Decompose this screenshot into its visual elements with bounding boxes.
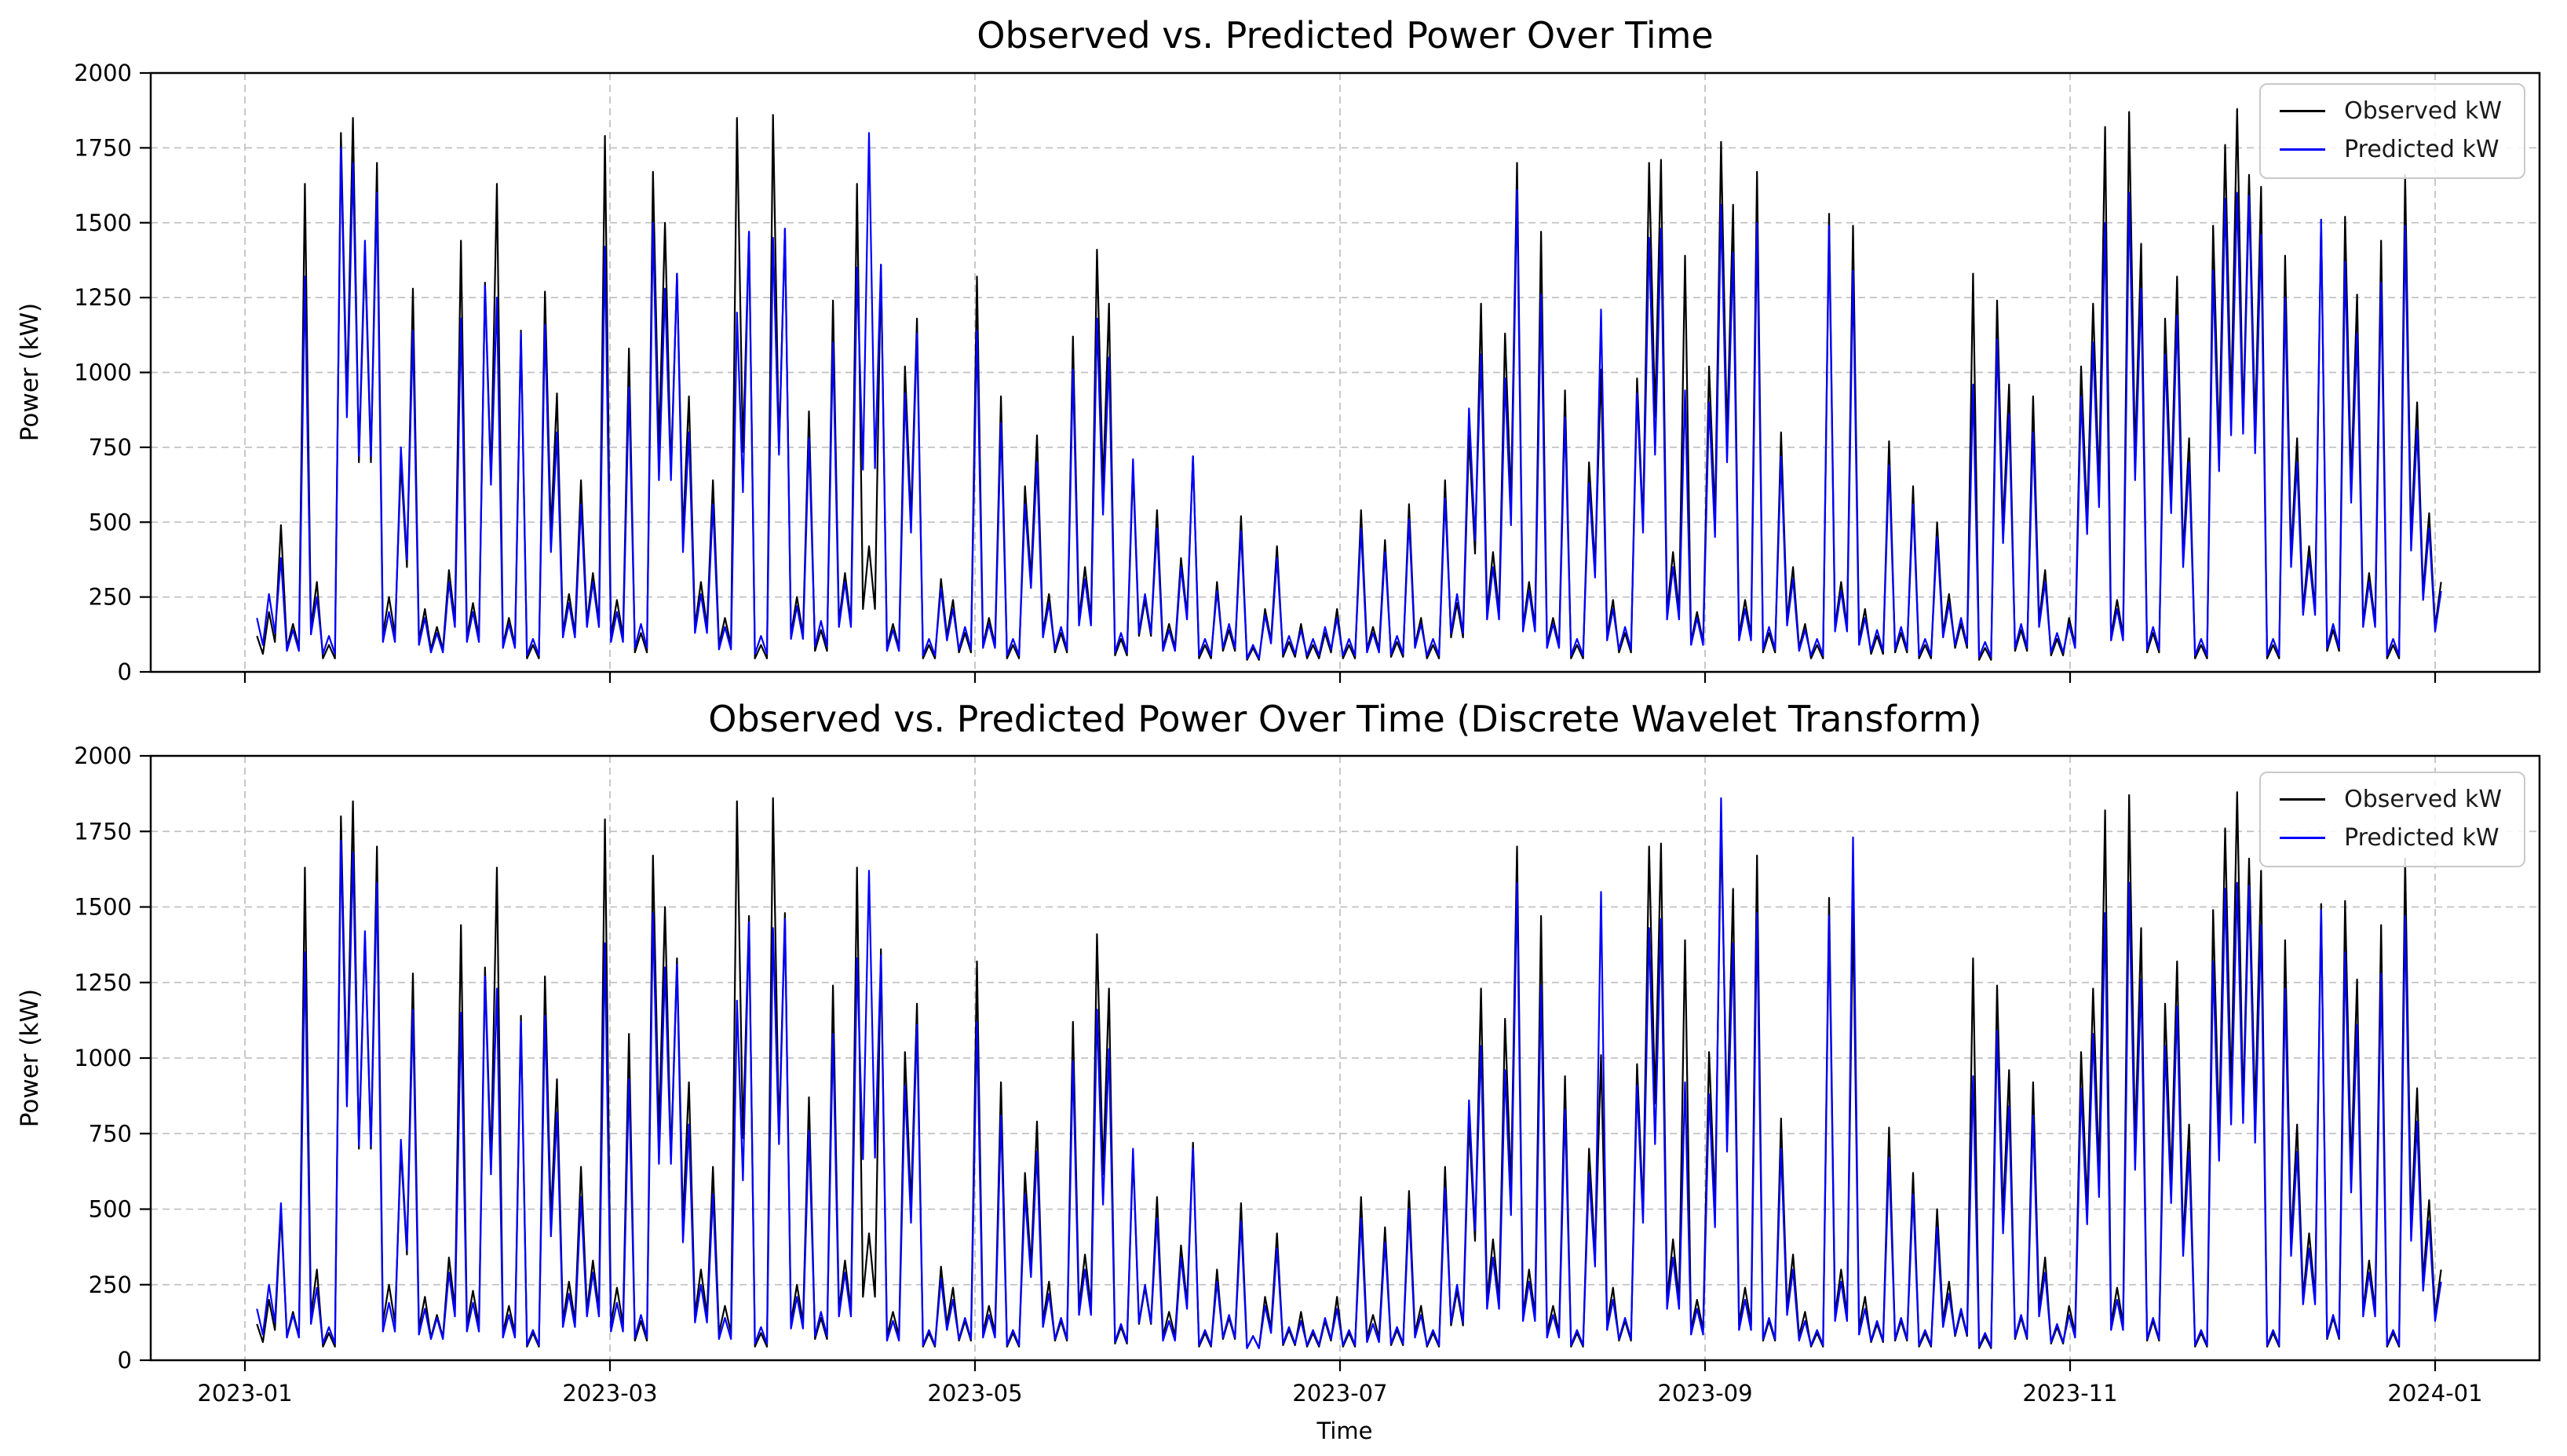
x-tick-label: 2023-05 [927, 1380, 1022, 1407]
predicted-line-swatch [2280, 837, 2326, 839]
legend-label-observed: Observed kW [2344, 786, 2502, 813]
y-tick-label: 500 [89, 509, 132, 535]
predicted-line-swatch [2280, 148, 2326, 151]
y-tick-label: 1000 [74, 1045, 132, 1071]
y-tick-label: 2000 [74, 743, 132, 769]
y-tick-label: 500 [89, 1196, 132, 1223]
y-tick-label: 1000 [74, 359, 132, 386]
x-tick-label: 2023-01 [197, 1380, 292, 1407]
y-tick-label: 1500 [74, 894, 132, 921]
chart-1-legend: Observed kW Predicted kW [2259, 83, 2525, 179]
y-tick-label: 1750 [74, 818, 132, 845]
y-tick-label: 1750 [74, 134, 132, 161]
y-tick-label: 1500 [74, 210, 132, 236]
chart-2-legend: Observed kW Predicted kW [2259, 772, 2525, 867]
legend-label-predicted: Predicted kW [2344, 136, 2499, 163]
y-tick-label: 0 [118, 1347, 132, 1374]
y-tick-label: 750 [89, 434, 132, 461]
x-axis-label-time: Time [1316, 1418, 1373, 1444]
observed-line-swatch [2280, 110, 2326, 112]
chart-1-title: Observed vs. Predicted Power Over Time [977, 14, 1714, 57]
legend-label-observed: Observed kW [2344, 97, 2502, 125]
x-tick-label: 2024-01 [2387, 1380, 2482, 1407]
x-tick-label: 2023-11 [2022, 1380, 2117, 1407]
chart-1-y-axis-label: Power (kW) [16, 302, 44, 442]
y-tick-label: 0 [118, 659, 132, 685]
legend-label-predicted: Predicted kW [2344, 824, 2499, 852]
legend-item-predicted: Predicted kW [2280, 824, 2502, 852]
x-tick-label: 2023-03 [562, 1380, 657, 1407]
y-tick-label: 2000 [74, 60, 132, 86]
chart-2-title: Observed vs. Predicted Power Over Time (… [708, 698, 1982, 740]
predicted-line [256, 797, 2442, 1349]
chart-2-y-axis-label: Power (kW) [16, 988, 44, 1128]
x-tick-label: 2023-07 [1292, 1380, 1387, 1407]
legend-item-observed: Observed kW [2280, 97, 2502, 125]
y-tick-label: 1250 [74, 284, 132, 311]
y-tick-label: 250 [89, 584, 132, 611]
legend-item-predicted: Predicted kW [2280, 136, 2502, 163]
y-tick-label: 1250 [74, 969, 132, 996]
x-tick-label: 2023-09 [1657, 1380, 1752, 1407]
predicted-line [256, 132, 2442, 659]
observed-line-swatch [2280, 798, 2326, 801]
y-tick-label: 250 [89, 1272, 132, 1298]
y-tick-label: 750 [89, 1120, 132, 1147]
legend-item-observed: Observed kW [2280, 786, 2502, 813]
